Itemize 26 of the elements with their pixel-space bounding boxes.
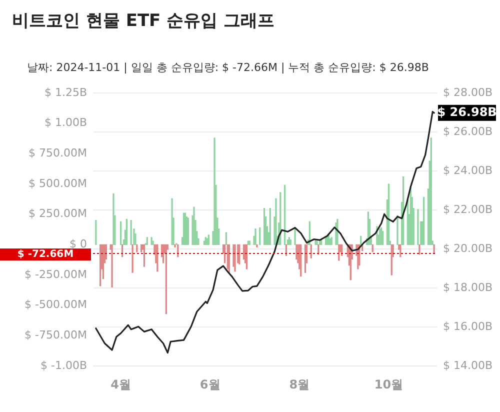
y-tick-label: $ 0 — [70, 238, 87, 251]
chart-subtitle: 날짜: 2024-11-01 | 일일 총 순유입량: $ -72.66M | 누적 총 순유입량: $ 26.98B — [27, 60, 429, 75]
y-tick-label: $ -250.00M — [24, 268, 87, 281]
y2-tick-label: $ 20.00B — [443, 242, 493, 255]
y2-tick-label: $ 24.00B — [443, 164, 493, 177]
y-tick-label: $ 500.00M — [28, 176, 87, 190]
y2-tick-label: $ 14.00B — [443, 358, 493, 372]
x-tick-label: 4월 — [110, 377, 131, 392]
y-tick-label: $ 250.00M — [28, 207, 87, 220]
y2-tick-label: $ 28.00B — [443, 86, 493, 99]
y2-tick-label: $ 26.00B — [443, 124, 493, 138]
y-tick-label: $ 1.25B — [44, 86, 87, 99]
y2-tick-label: $ 16.00B — [443, 320, 493, 333]
y-tick-label: $ -750.00M — [24, 328, 87, 342]
y-tick-label: $ -1.00B — [40, 358, 87, 372]
x-tick-label: 10월 — [374, 377, 404, 392]
chart-title: 비트코인 현물 ETF 순유입 그래프 — [12, 10, 274, 32]
y-tick-label: $ -500.00M — [24, 298, 87, 312]
x-tick-label: 8월 — [289, 377, 310, 392]
y-tick-label: $ 750.00M — [28, 146, 87, 160]
y2-tick-label: $ 18.00B — [443, 280, 493, 294]
text: $ 26.98B — [437, 105, 497, 120]
y-tick-label: $ 1.00B — [44, 116, 87, 130]
x-tick-label: 6월 — [200, 377, 220, 392]
ref-line-label: $ -72.66M — [17, 249, 74, 260]
y2-tick-label: $ 22.00B — [443, 202, 493, 216]
